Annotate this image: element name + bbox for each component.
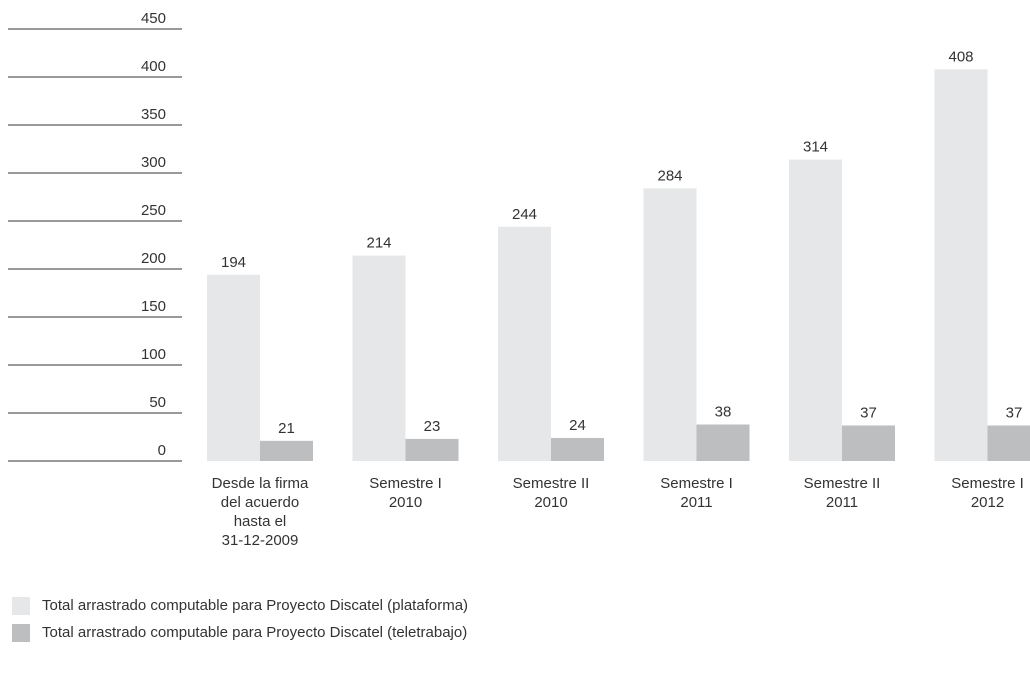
- bar-plataforma-0: [207, 274, 260, 461]
- legend: Total arrastrado computable para Proyect…: [12, 592, 468, 646]
- y-tick-label-0: 0: [158, 442, 166, 459]
- y-axis: 0 50 100 150 200 250 300 350 400 450: [8, 10, 182, 462]
- x-label-line: Semestre I: [369, 475, 442, 492]
- x-label-line: 2011: [826, 494, 858, 511]
- x-label-line: Semestre II: [513, 475, 590, 492]
- x-label-line: Semestre I: [660, 475, 733, 492]
- value-label-plataforma-2: 244: [512, 206, 537, 223]
- y-tick-label-400: 400: [141, 58, 166, 75]
- value-label-teletrabajo-2: 24: [569, 417, 586, 434]
- value-label-teletrabajo-5: 37: [1006, 404, 1023, 421]
- bar-plataforma-1: [352, 255, 406, 461]
- bar-teletrabajo-4: [842, 425, 895, 461]
- x-label-line: Semestre I: [951, 475, 1024, 492]
- legend-label-teletrabajo: Total arrastrado computable para Proyect…: [42, 624, 468, 641]
- bar-teletrabajo-5: [987, 425, 1030, 461]
- bar-teletrabajo-1: [405, 438, 459, 461]
- bar-plataforma-2: [498, 226, 551, 461]
- bar-teletrabajo-2: [551, 437, 604, 461]
- y-tick-label-350: 350: [141, 106, 166, 123]
- bar-teletrabajo-3: [696, 424, 750, 461]
- value-label-teletrabajo-0: 21: [278, 420, 295, 437]
- bar-teletrabajo-0: [260, 440, 313, 461]
- x-label-line: 2010: [389, 494, 422, 511]
- bars: [207, 69, 1030, 462]
- x-label-line: hasta el: [234, 513, 287, 530]
- value-labels: 194 21 214 23 244 24 284 38 314 37 408 37: [221, 48, 1022, 437]
- y-tick-label-50: 50: [149, 394, 166, 411]
- x-label-line: 2011: [680, 494, 712, 511]
- y-tick-label-100: 100: [141, 346, 166, 363]
- x-label-line: 2012: [971, 494, 1004, 511]
- y-tick-label-450: 450: [141, 10, 166, 27]
- x-label-line: Desde la firma: [212, 475, 309, 492]
- x-label-line: 2010: [534, 494, 567, 511]
- x-label-4: Semestre II 2011: [804, 475, 881, 511]
- legend-item-teletrabajo: Total arrastrado computable para Proyect…: [12, 619, 468, 646]
- bar-plataforma-5: [934, 69, 988, 461]
- x-label-1: Semestre I 2010: [369, 475, 442, 511]
- x-label-0: Desde la firma del acuerdo hasta el 31-12-2…: [212, 475, 309, 549]
- y-tick-label-300: 300: [141, 154, 166, 171]
- value-label-plataforma-4: 314: [803, 139, 828, 156]
- x-label-5: Semestre I 2012: [951, 475, 1024, 511]
- value-label-plataforma-1: 214: [366, 235, 391, 252]
- x-label-3: Semestre I 2011: [660, 475, 733, 511]
- y-tick-label-250: 250: [141, 202, 166, 219]
- legend-swatch-plataforma: [12, 596, 30, 615]
- x-label-2: Semestre II 2010: [513, 475, 590, 511]
- bar-plataforma-3: [643, 188, 697, 462]
- value-label-plataforma-5: 408: [948, 48, 973, 65]
- bar-plataforma-4: [789, 159, 842, 461]
- x-label-line: Semestre II: [804, 475, 881, 492]
- value-label-teletrabajo-4: 37: [860, 404, 877, 421]
- x-label-line: del acuerdo: [221, 494, 299, 511]
- value-label-teletrabajo-3: 38: [715, 404, 732, 421]
- y-tick-label-150: 150: [141, 298, 166, 315]
- legend-label-plataforma: Total arrastrado computable para Proyect…: [42, 597, 469, 614]
- bar-chart: 0 50 100 150 200 250 300 350 400 450 194 21 214 23 24…: [8, 10, 1030, 549]
- value-label-teletrabajo-1: 23: [424, 418, 441, 435]
- value-label-plataforma-0: 194: [221, 254, 246, 271]
- legend-swatch-teletrabajo: [12, 623, 30, 642]
- y-tick-label-200: 200: [141, 250, 166, 267]
- x-label-line: 31-12-2009: [222, 532, 299, 549]
- x-axis-labels: Desde la firma del acuerdo hasta el 31-12-2…: [212, 475, 1024, 549]
- legend-item-plataforma: Total arrastrado computable para Proyect…: [12, 592, 468, 619]
- value-label-plataforma-3: 284: [657, 167, 682, 184]
